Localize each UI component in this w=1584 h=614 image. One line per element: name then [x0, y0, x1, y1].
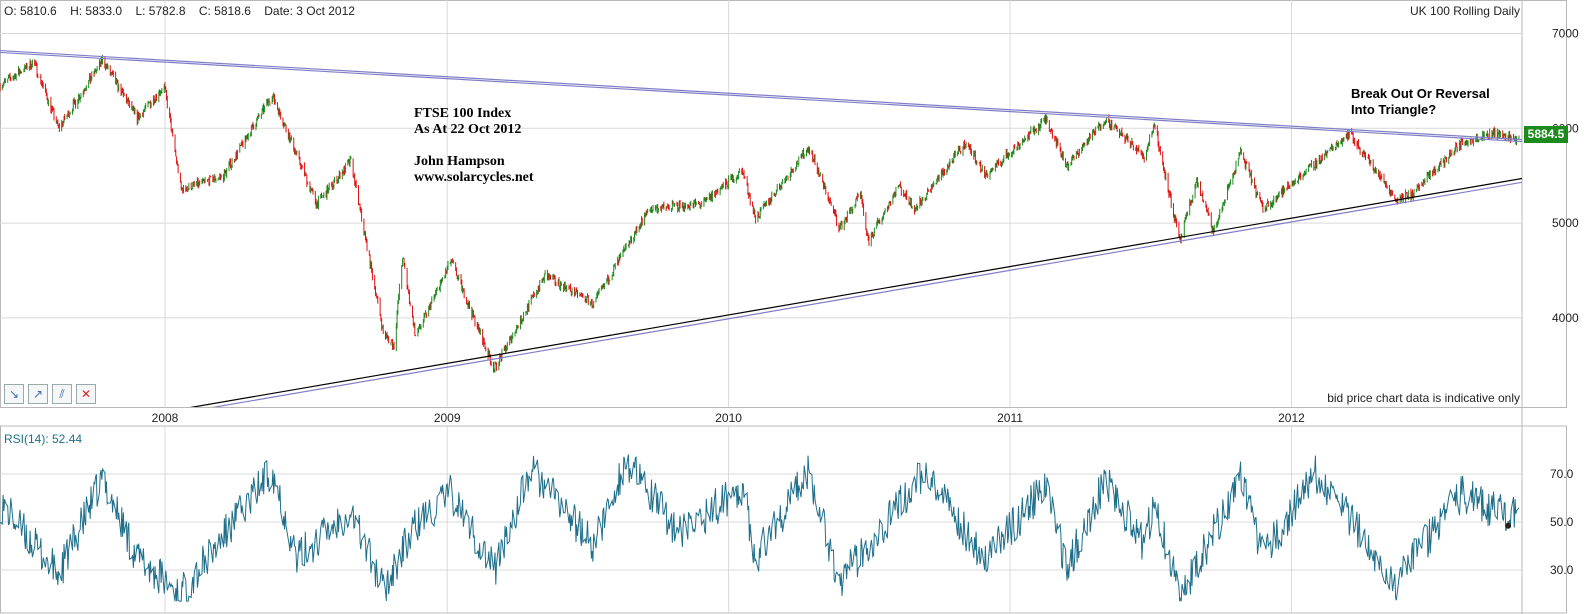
rsi-line — [0, 454, 1520, 602]
y-tick-label: 5000 — [1552, 216, 1579, 230]
rsi-panel: 70.0 50.0 30.0 — [0, 425, 1574, 614]
trendlines — [0, 49, 1522, 407]
breakout-line1: Break Out Or Reversal — [1351, 86, 1490, 101]
y-tick-label: 4000 — [1552, 311, 1579, 325]
x-tick-label: 2012 — [1278, 411, 1305, 425]
close-icon: ✕ — [80, 387, 92, 401]
annotation-author: John Hampson — [414, 154, 505, 169]
price-frame — [0, 0, 1567, 408]
annotation-website: www.solarcycles.net — [414, 170, 534, 185]
date-value: Date: 3 Oct 2012 — [264, 4, 355, 18]
open-value: O: 5810.6 — [4, 4, 57, 18]
breakout-annotation: Break Out Or Reversal Into Triangle? — [1351, 86, 1490, 118]
annotation-date: As At 22 Oct 2012 — [414, 122, 522, 137]
high-value: H: 5833.0 — [70, 4, 123, 18]
x-tick-label: 2011 — [997, 411, 1023, 425]
low-value: L: 5782.8 — [135, 4, 186, 18]
disclaimer-text: bid price chart data is indicative only — [1327, 391, 1520, 405]
annotation-title: FTSE 100 Index — [414, 106, 512, 121]
trendline — [211, 181, 1522, 407]
instrument-title: UK 100 Rolling Daily — [1409, 4, 1520, 18]
candles — [0, 54, 1520, 373]
rsi-marker — [1505, 522, 1512, 529]
trendline — [189, 177, 1522, 407]
arrow-up-right-icon: ↗ — [32, 387, 44, 401]
rsi-y-tick-label: 70.0 — [1550, 467, 1574, 481]
trend-up-tool[interactable]: ↗ — [28, 384, 48, 404]
trendline — [0, 51, 1522, 143]
delete-tool[interactable]: ✕ — [76, 384, 96, 404]
last-price-badge: 5884.5 — [1524, 126, 1568, 143]
y-tick-label: 7000 — [1552, 26, 1579, 40]
x-tick-label: 2008 — [152, 411, 179, 425]
trend-down-tool[interactable]: ↘ — [4, 384, 24, 404]
annotation-block: FTSE 100 Index As At 22 Oct 2012 John Ha… — [414, 106, 534, 186]
rsi-y-tick-label: 50.0 — [1550, 515, 1574, 529]
breakout-line2: Into Triangle? — [1351, 102, 1437, 117]
rsi-y-tick-label: 30.0 — [1550, 563, 1574, 577]
trendline — [0, 49, 1522, 141]
parallel-lines-icon: ⫽ — [59, 387, 65, 401]
arrow-down-right-icon: ↘ — [8, 387, 20, 401]
close-value: C: 5818.6 — [198, 4, 251, 18]
rsi-label: RSI(14): 52.44 — [4, 432, 83, 446]
x-tick-label: 2010 — [715, 411, 742, 425]
rsi-frame — [0, 425, 1567, 614]
ohlc-readout: O: 5810.6 H: 5833.0 L: 5782.8 C: 5818.6 … — [4, 4, 365, 18]
x-tick-label: 2009 — [434, 411, 461, 425]
parallel-lines-tool[interactable]: ⫽ — [52, 384, 72, 404]
